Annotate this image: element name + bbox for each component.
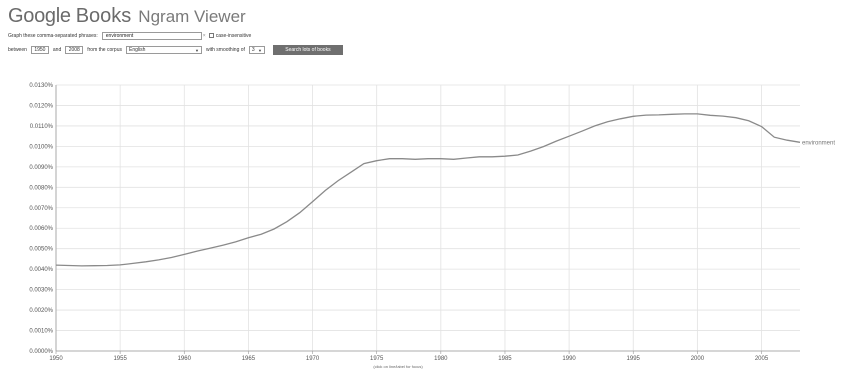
start-year-input[interactable]: 1950 <box>30 46 49 54</box>
chevron-down-icon: ▼ <box>257 47 262 53</box>
options-row: between 1950 and 2008 from the corpus En… <box>8 45 343 55</box>
logo-product: Books <box>75 5 132 27</box>
end-year-value: 2008 <box>68 47 80 53</box>
x-tick-label: 1985 <box>498 356 512 362</box>
x-tick-label: 1990 <box>562 356 576 362</box>
close-icon[interactable]: × <box>202 32 206 39</box>
series-label-environment[interactable]: environment <box>802 140 835 146</box>
x-tick-label: 2005 <box>755 356 769 362</box>
case-insensitive-checkbox[interactable] <box>208 33 214 38</box>
x-tick-label: 1995 <box>627 356 641 362</box>
search-button[interactable]: Search lots of books <box>272 45 343 55</box>
series-line-environment[interactable] <box>55 113 801 267</box>
corpus-select[interactable]: English ▼ <box>126 46 202 54</box>
phrases-label: Graph these comma-separated phrases: <box>8 32 98 39</box>
end-year-input[interactable]: 2008 <box>65 46 84 54</box>
y-tick-label: 0.0050% <box>29 247 53 253</box>
phrase-input[interactable]: environment <box>101 31 202 40</box>
start-year-value: 1950 <box>34 47 46 53</box>
x-tick-label: 1980 <box>434 356 448 362</box>
smoothing-select[interactable]: 3 ▼ <box>248 46 265 54</box>
x-tick-label: 1970 <box>306 356 320 362</box>
y-tick-label: 0.0030% <box>29 288 53 294</box>
x-tick-label: 1950 <box>49 356 63 362</box>
between-label: between <box>8 47 27 53</box>
corpus-value: English <box>129 47 146 53</box>
search-button-label: Search lots of books <box>285 47 331 53</box>
smoothing-label: with smoothing of <box>206 47 245 53</box>
y-tick-label: 0.0020% <box>29 308 53 314</box>
y-tick-label: 0.0090% <box>29 165 53 171</box>
case-insensitive-label: case-insensitive <box>215 32 252 39</box>
y-tick-label: 0.0130% <box>29 83 53 89</box>
chevron-down-icon: ▼ <box>195 47 199 53</box>
y-tick-label: 0.0000% <box>29 349 53 355</box>
y-tick-label: 0.0040% <box>29 267 53 273</box>
y-tick-label: 0.0060% <box>29 226 53 232</box>
logo-subtitle: Ngram Viewer <box>138 7 246 26</box>
x-tick-label: 1955 <box>113 356 127 362</box>
y-tick-label: 0.0100% <box>29 144 53 150</box>
y-tick-label: 0.0120% <box>29 103 53 109</box>
chart-footnote: (click on line/label for focus) <box>373 364 423 369</box>
y-tick-label: 0.0080% <box>29 185 53 191</box>
x-tick-label: 1965 <box>242 356 256 362</box>
phrase-value: environment <box>105 32 134 39</box>
x-tick-label: 2000 <box>691 356 705 362</box>
ngram-viewer-logo[interactable]: Google Books Ngram Viewer <box>8 5 246 27</box>
corpus-label: from the corpus <box>87 47 122 53</box>
and-label: and <box>52 47 62 53</box>
x-tick-label: 1960 <box>178 356 192 362</box>
ngram-chart: 0.0000% 0.0010% 0.0020% 0.0030% 0.0040% 0.005… <box>29 83 835 369</box>
y-tick-label: 0.0070% <box>29 206 53 212</box>
y-tick-label: 0.0010% <box>29 329 53 335</box>
smoothing-value: 3 <box>251 47 255 53</box>
phrase-row: Graph these comma-separated phrases: env… <box>8 31 251 40</box>
y-tick-label: 0.0110% <box>30 124 54 130</box>
x-tick-label: 1975 <box>370 356 384 362</box>
logo-brand: Google <box>8 5 71 27</box>
phrase-wrap: environment <box>98 31 202 40</box>
